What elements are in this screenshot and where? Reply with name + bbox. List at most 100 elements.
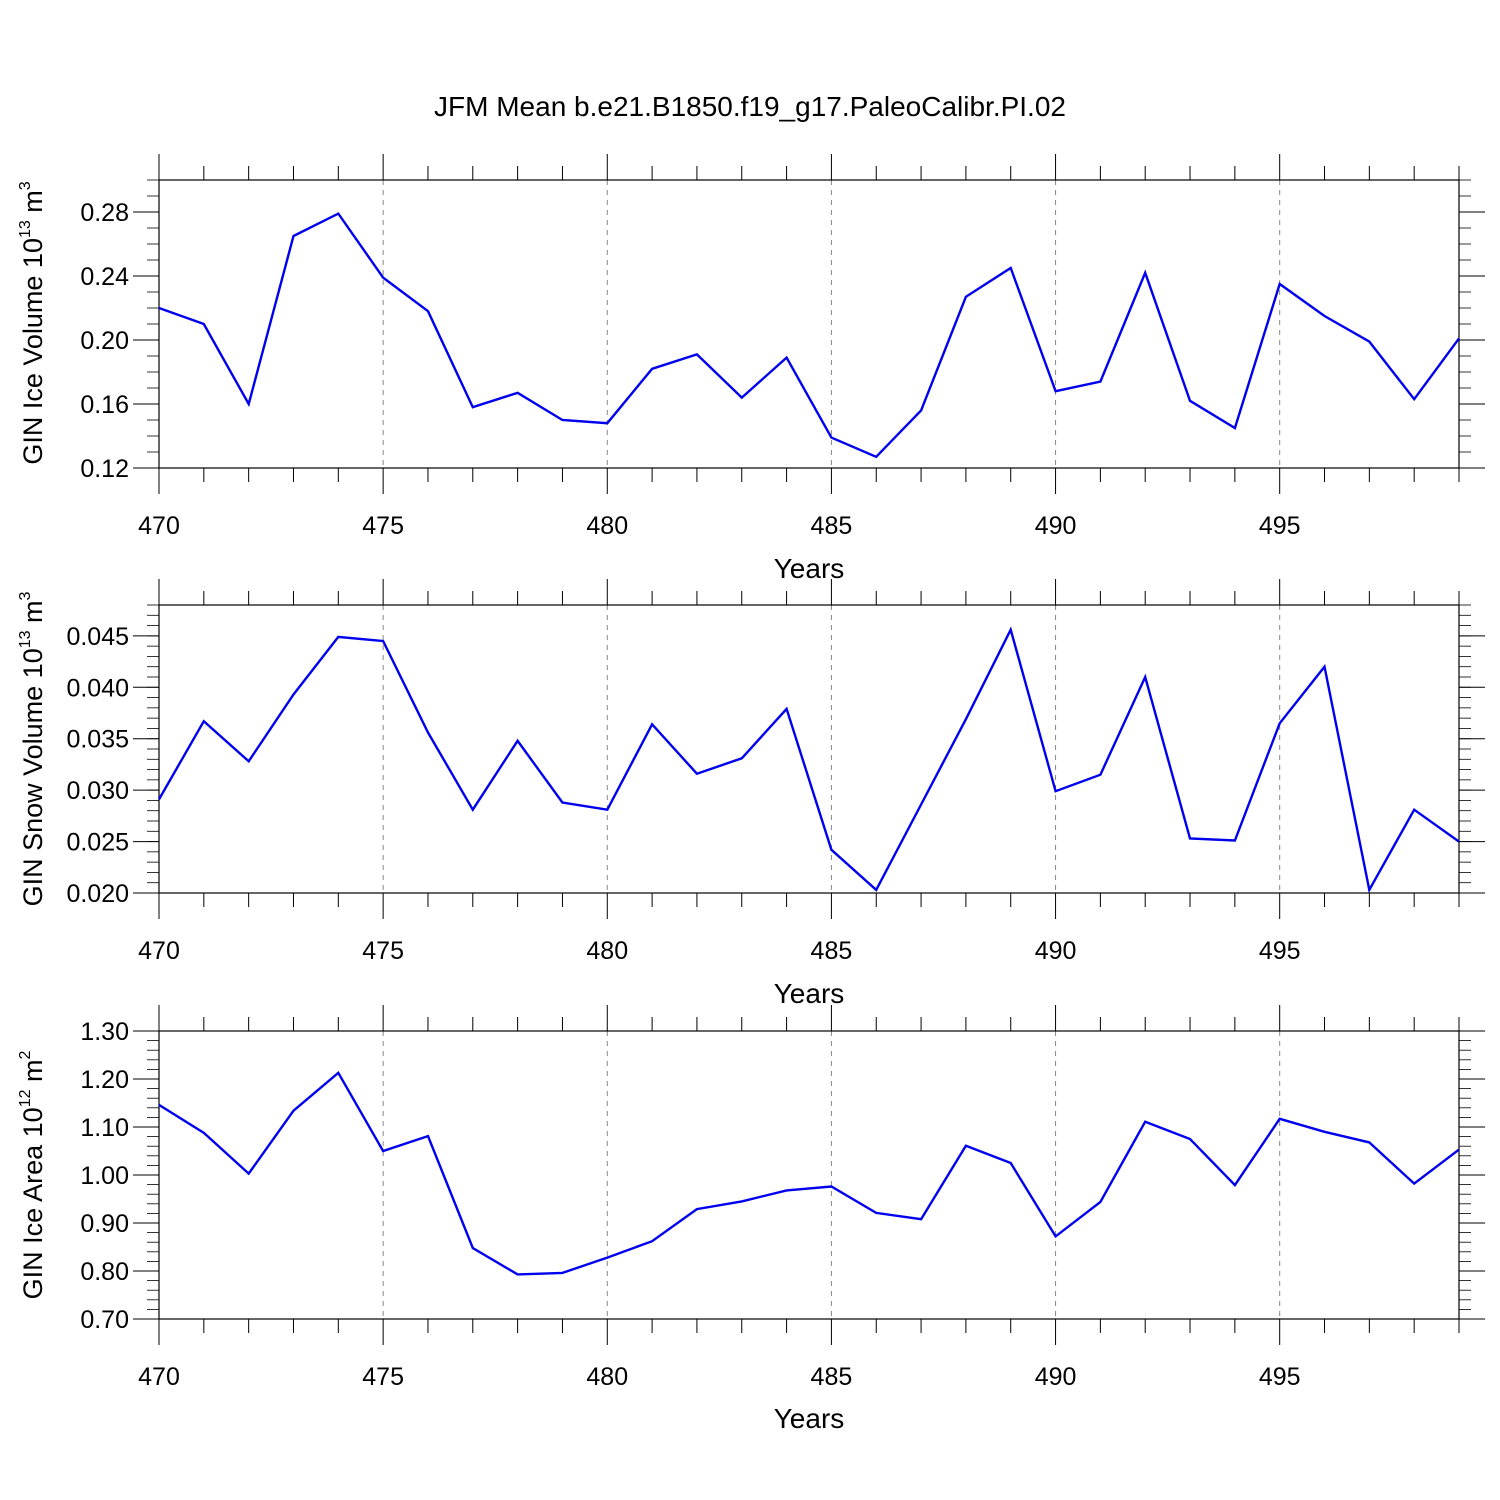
snow-volume-data-point: [1188, 836, 1192, 840]
snow-volume-y-tick-label: 0.040: [66, 674, 129, 702]
snow-volume-data-point: [829, 848, 833, 852]
ice-volume-data-point: [1188, 399, 1192, 403]
snow-volume-plot-frame: [158, 604, 1460, 894]
ice-area-data-point: [964, 1144, 968, 1148]
snow-volume-data-point: [695, 772, 699, 776]
ice-area-data-point: [1098, 1200, 1102, 1204]
ice-area-data-point: [695, 1207, 699, 1211]
snow-volume-panel: Years GIN Snow Volume 1013 m3 0.020 0.025…: [17, 579, 1485, 1009]
ice-area-data-point: [516, 1272, 520, 1276]
snow-volume-data-point: [919, 803, 923, 807]
snow-volume-data-point: [1278, 721, 1282, 725]
snow-volume-data-point: [1233, 839, 1237, 843]
ice-volume-data-point: [740, 396, 744, 400]
ice-volume-data-point: [695, 352, 699, 356]
ice-volume-plot-frame: [158, 179, 1460, 469]
ice-area-data-point: [247, 1172, 251, 1176]
ice-area-data-point: [1233, 1183, 1237, 1187]
snow-volume-x-tick-label: 490: [1035, 937, 1077, 965]
ice-area-data-point: [291, 1109, 295, 1113]
ice-area-data-point: [650, 1239, 654, 1243]
ice-area-data-point: [605, 1256, 609, 1260]
ice-area-data-point: [1278, 1117, 1282, 1121]
ice-volume-data-point: [919, 408, 923, 412]
snow-volume-data-point: [157, 797, 161, 801]
snow-volume-data-point: [1098, 773, 1102, 777]
ice-volume-data-point: [247, 402, 251, 406]
snow-volume-data-point: [1367, 888, 1371, 892]
ice-area-data-point: [426, 1134, 430, 1138]
ice-area-x-tick-label: 470: [138, 1363, 180, 1391]
ice-area-data-point: [1054, 1234, 1058, 1238]
snow-volume-y-tick-label: 0.020: [66, 880, 129, 908]
ice-volume-data-point: [874, 455, 878, 459]
ice-area-data-point: [202, 1131, 206, 1135]
ice-volume-data-point: [157, 306, 161, 310]
snow-volume-data-point: [874, 888, 878, 892]
snow-volume-x-tick-label: 475: [362, 937, 404, 965]
ice-volume-data-point: [1054, 389, 1058, 393]
ice-volume-data-point: [1009, 266, 1013, 270]
ice-volume-data-point: [1412, 397, 1416, 401]
ice-volume-y-tick-label: 0.20: [80, 327, 129, 355]
ice-volume-y-axis-label: GIN Ice Volume 1013 m3: [17, 181, 48, 464]
ice-volume-x-tick-label: 495: [1259, 512, 1301, 540]
ice-area-x-tick-label: 480: [586, 1363, 628, 1391]
snow-volume-data-point: [1143, 675, 1147, 679]
ice-area-y-tick-label: 1.20: [80, 1066, 129, 1094]
ice-area-data-point: [1009, 1161, 1013, 1165]
ice-volume-panel: Years GIN Ice Volume 1013 m3 0.12 0.16 0.2…: [17, 154, 1485, 584]
snow-volume-x-tick-label: 495: [1259, 937, 1301, 965]
ice-volume-series-line: [158, 212, 1460, 459]
ice-volume-data-point: [1098, 380, 1102, 384]
ice-area-data-point: [1188, 1137, 1192, 1141]
ice-volume-data-point: [785, 356, 789, 360]
ice-area-y-tick-label: 0.90: [80, 1210, 129, 1238]
ice-area-x-tick-label: 490: [1035, 1363, 1077, 1391]
snow-volume-data-point: [650, 722, 654, 726]
ice-volume-x-tick-label: 485: [811, 512, 853, 540]
ice-volume-data-point: [1367, 340, 1371, 344]
snow-volume-data-point: [247, 759, 251, 763]
ice-volume-y-tick-label: 0.12: [80, 455, 129, 483]
ice-area-data-point: [829, 1185, 833, 1189]
snow-volume-data-point: [336, 635, 340, 639]
snow-volume-data-point: [426, 731, 430, 735]
ice-area-data-point: [785, 1188, 789, 1192]
ice-volume-data-point: [560, 418, 564, 422]
ice-area-y-tick-label: 0.70: [80, 1306, 129, 1334]
ice-volume-data-point: [964, 295, 968, 299]
snow-volume-x-tick-label: 480: [586, 937, 628, 965]
ice-volume-data-point: [516, 391, 520, 395]
ice-volume-data-point: [1278, 282, 1282, 286]
snow-volume-data-point: [785, 707, 789, 711]
snow-volume-data-point: [516, 739, 520, 743]
ice-volume-data-point: [650, 367, 654, 371]
ice-volume-x-tick-label: 475: [362, 512, 404, 540]
figure-title: JFM Mean b.e21.B1850.f19_g17.PaleoCalibr…: [434, 91, 1066, 122]
ice-area-data-point: [1143, 1120, 1147, 1124]
snow-volume-data-point: [471, 808, 475, 812]
ice-volume-data-point: [426, 309, 430, 313]
snow-volume-data-point: [1054, 789, 1058, 793]
ice-volume-data-point: [336, 212, 340, 216]
ice-area-x-tick-label: 475: [362, 1363, 404, 1391]
ice-volume-x-axis-label: Years: [774, 553, 845, 584]
snow-volume-data-point: [381, 639, 385, 643]
ice-area-data-point: [157, 1103, 161, 1107]
snow-volume-data-point: [1412, 808, 1416, 812]
ice-area-y-tick-label: 1.30: [80, 1018, 129, 1046]
snow-volume-x-axis-label: Years: [774, 978, 845, 1009]
snow-volume-data-point: [964, 717, 968, 721]
ice-volume-data-point: [1323, 314, 1327, 318]
snow-volume-data-point: [1457, 840, 1461, 844]
ice-area-data-point: [874, 1211, 878, 1215]
snow-volume-data-point: [560, 800, 564, 804]
ice-area-x-tick-label: 485: [811, 1363, 853, 1391]
snow-volume-data-point: [1323, 665, 1327, 669]
ice-area-data-point: [1367, 1140, 1371, 1144]
ice-volume-data-point: [829, 436, 833, 440]
ice-area-data-point: [1412, 1182, 1416, 1186]
ice-area-data-point: [381, 1149, 385, 1153]
